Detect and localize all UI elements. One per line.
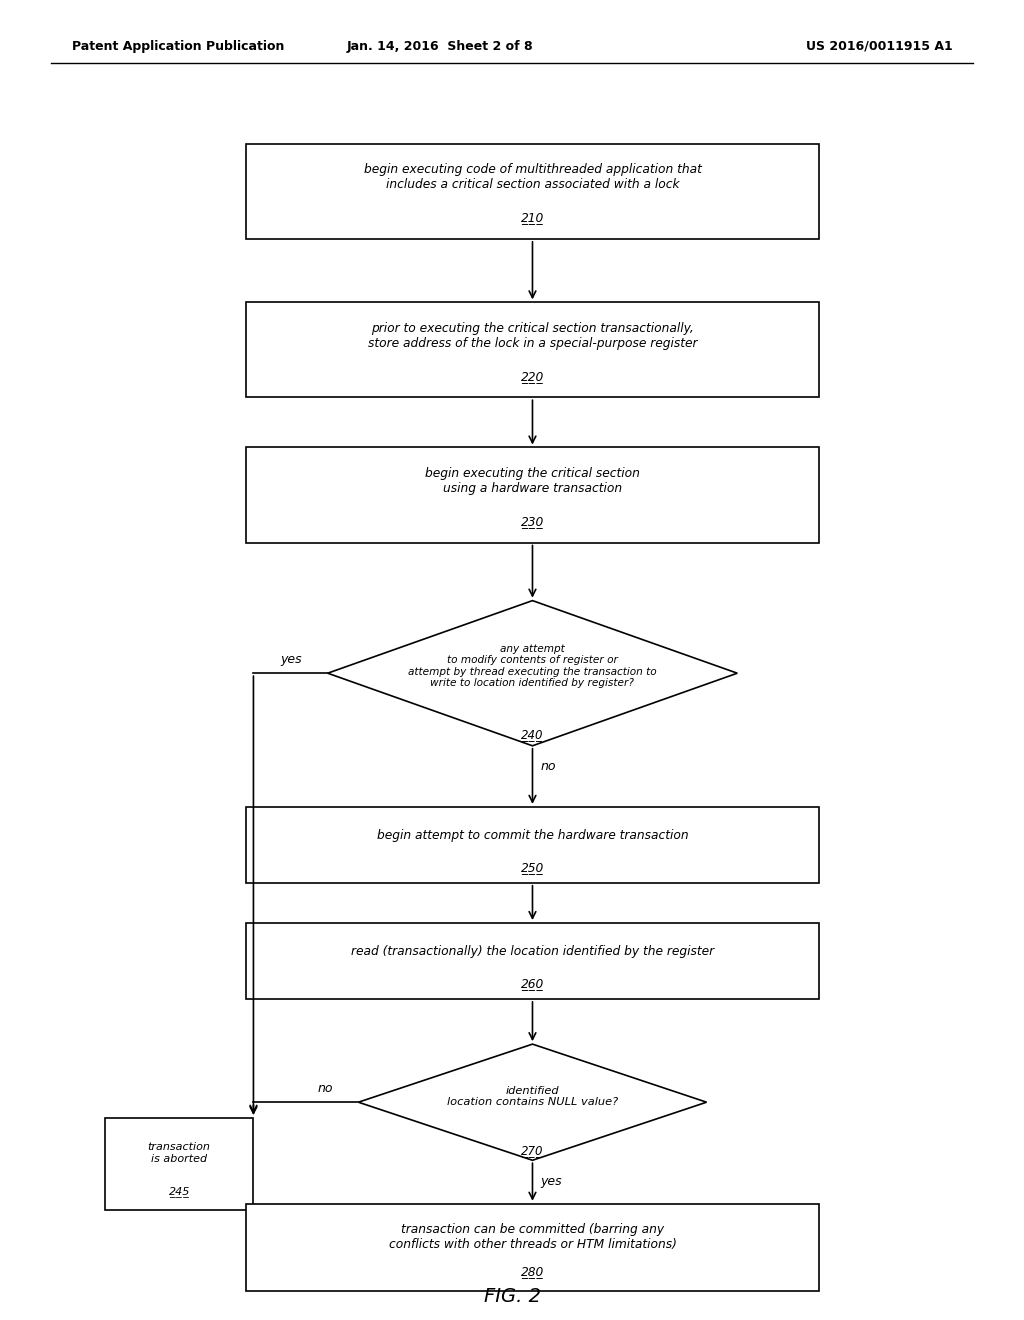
Text: any attempt
to modify contents of register or
attempt by thread executing the tr: any attempt to modify contents of regist…: [409, 644, 656, 688]
Text: Jan. 14, 2016  Sheet 2 of 8: Jan. 14, 2016 Sheet 2 of 8: [347, 40, 534, 53]
FancyBboxPatch shape: [246, 447, 819, 543]
Text: 2̲4̲0̲: 2̲4̲0̲: [521, 727, 544, 741]
FancyBboxPatch shape: [246, 302, 819, 397]
Text: 2̲8̲0̲: 2̲8̲0̲: [521, 1266, 544, 1278]
Text: FIG. 2: FIG. 2: [483, 1287, 541, 1305]
Text: no: no: [317, 1082, 333, 1096]
Text: no: no: [540, 760, 556, 774]
Text: begin executing the critical section
using a hardware transaction: begin executing the critical section usi…: [425, 467, 640, 495]
Text: transaction can be committed (barring any
conflicts with other threads or HTM li: transaction can be committed (barring an…: [388, 1222, 677, 1251]
Text: yes: yes: [540, 1175, 562, 1188]
Text: begin executing code of multithreaded application that
includes a critical secti: begin executing code of multithreaded ap…: [364, 164, 701, 191]
Text: US 2016/0011915 A1: US 2016/0011915 A1: [806, 40, 952, 53]
FancyBboxPatch shape: [246, 923, 819, 999]
Text: 2̲2̲0̲: 2̲2̲0̲: [521, 370, 544, 383]
Text: identified
location contains NULL value?: identified location contains NULL value?: [446, 1085, 618, 1107]
Text: 2̲7̲0̲: 2̲7̲0̲: [521, 1144, 544, 1158]
Text: 2̲1̲0̲: 2̲1̲0̲: [521, 211, 544, 224]
Text: begin attempt to commit the hardware transaction: begin attempt to commit the hardware tra…: [377, 829, 688, 842]
Text: read (transactionally) the location identified by the register: read (transactionally) the location iden…: [351, 945, 714, 958]
FancyBboxPatch shape: [246, 807, 819, 883]
Text: transaction
is aborted: transaction is aborted: [147, 1142, 211, 1164]
Text: 2̲3̲0̲: 2̲3̲0̲: [521, 515, 544, 528]
Polygon shape: [358, 1044, 707, 1160]
FancyBboxPatch shape: [246, 1204, 819, 1291]
Text: prior to executing the critical section transactionally,
store address of the lo: prior to executing the critical section …: [368, 322, 697, 350]
Text: 2̲4̲5̲: 2̲4̲5̲: [169, 1187, 189, 1197]
Text: Patent Application Publication: Patent Application Publication: [72, 40, 284, 53]
FancyBboxPatch shape: [246, 144, 819, 239]
FancyBboxPatch shape: [104, 1118, 254, 1210]
Text: 2̲6̲0̲: 2̲6̲0̲: [521, 977, 544, 990]
Polygon shape: [328, 601, 737, 746]
Text: 2̲5̲0̲: 2̲5̲0̲: [521, 861, 544, 874]
Text: yes: yes: [281, 653, 302, 667]
